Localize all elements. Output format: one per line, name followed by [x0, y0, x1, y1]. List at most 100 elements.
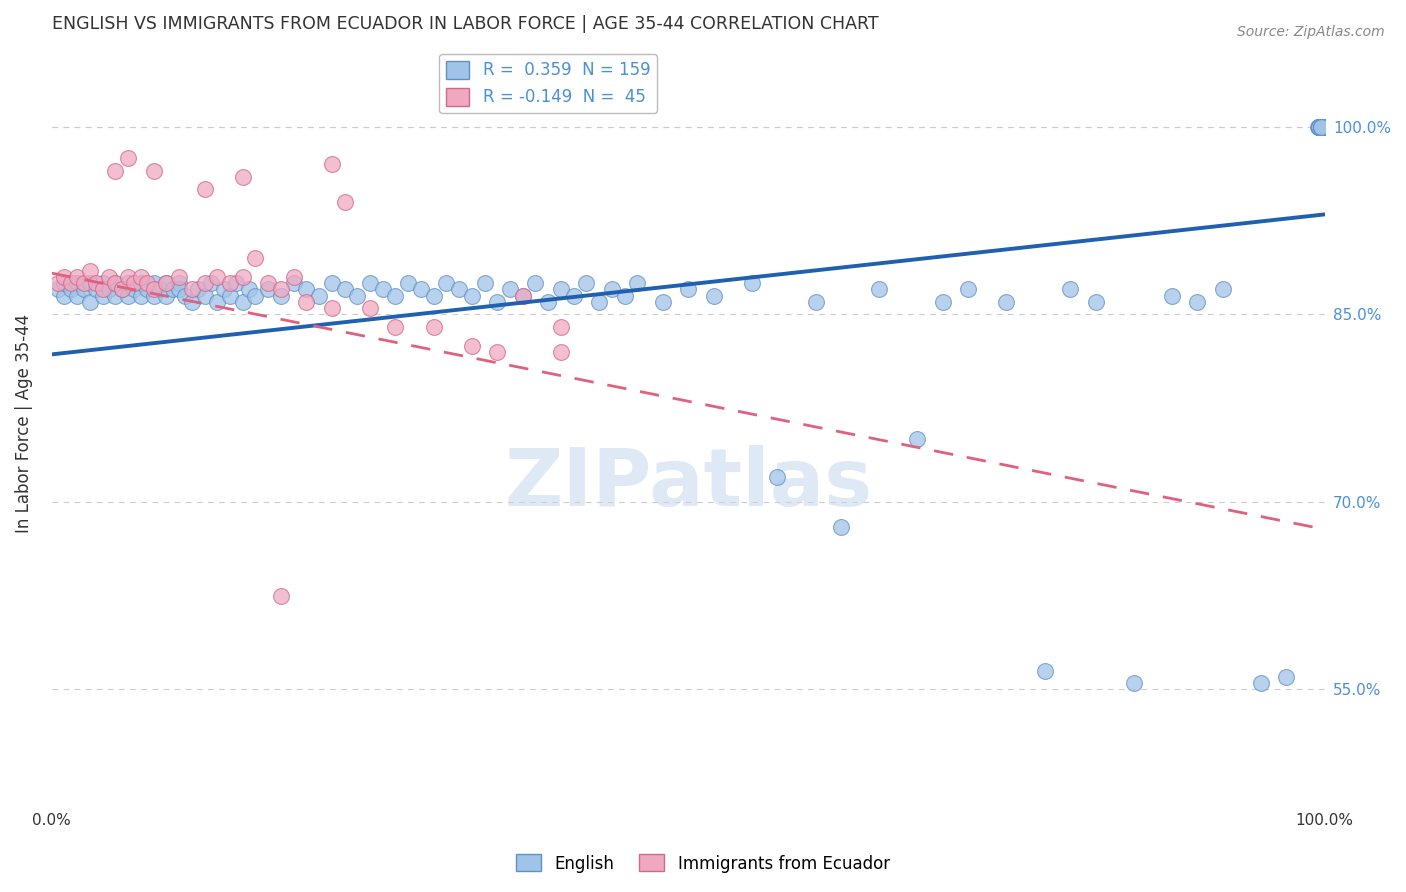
- Point: [84, 282, 107, 296]
- Point: [1308, 120, 1330, 134]
- Point: [1312, 120, 1334, 134]
- Point: [91, 276, 114, 290]
- Point: [409, 282, 432, 296]
- Point: [1313, 120, 1336, 134]
- Point: [53, 276, 76, 290]
- Point: [396, 276, 419, 290]
- Point: [1310, 120, 1333, 134]
- Point: [225, 276, 247, 290]
- Point: [1309, 120, 1331, 134]
- Point: [1033, 664, 1056, 678]
- Point: [1212, 282, 1234, 296]
- Point: [1312, 120, 1334, 134]
- Point: [72, 282, 94, 296]
- Point: [550, 344, 572, 359]
- Point: [104, 163, 127, 178]
- Point: [626, 276, 648, 290]
- Point: [486, 344, 509, 359]
- Point: [111, 282, 134, 296]
- Point: [187, 282, 209, 296]
- Point: [142, 163, 165, 178]
- Point: [245, 288, 267, 302]
- Point: [149, 282, 172, 296]
- Point: [1309, 120, 1331, 134]
- Point: [676, 282, 699, 296]
- Point: [219, 276, 242, 290]
- Point: [1313, 120, 1336, 134]
- Point: [155, 276, 177, 290]
- Point: [53, 288, 76, 302]
- Point: [129, 276, 152, 290]
- Point: [295, 294, 318, 309]
- Point: [1309, 120, 1331, 134]
- Point: [1313, 120, 1336, 134]
- Point: [957, 282, 980, 296]
- Point: [1308, 120, 1330, 134]
- Point: [1309, 120, 1331, 134]
- Y-axis label: In Labor Force | Age 35-44: In Labor Force | Age 35-44: [15, 314, 32, 533]
- Point: [1313, 120, 1336, 134]
- Point: [1310, 120, 1333, 134]
- Point: [136, 276, 159, 290]
- Point: [84, 276, 107, 290]
- Point: [1122, 676, 1144, 690]
- Point: [1275, 670, 1298, 684]
- Point: [1308, 120, 1330, 134]
- Point: [91, 288, 114, 302]
- Point: [1313, 120, 1336, 134]
- Point: [1313, 120, 1336, 134]
- Point: [537, 294, 560, 309]
- Legend: R =  0.359  N = 159, R = -0.149  N =  45: R = 0.359 N = 159, R = -0.149 N = 45: [439, 54, 657, 113]
- Point: [804, 294, 827, 309]
- Point: [384, 319, 406, 334]
- Point: [155, 276, 177, 290]
- Point: [1309, 120, 1331, 134]
- Point: [1308, 120, 1330, 134]
- Point: [207, 269, 229, 284]
- Point: [1313, 120, 1336, 134]
- Point: [167, 276, 190, 290]
- Point: [550, 282, 572, 296]
- Point: [1312, 120, 1334, 134]
- Point: [422, 288, 444, 302]
- Point: [575, 276, 598, 290]
- Point: [59, 282, 82, 296]
- Point: [1310, 120, 1333, 134]
- Point: [155, 288, 177, 302]
- Point: [257, 276, 280, 290]
- Point: [1313, 120, 1336, 134]
- Point: [600, 282, 623, 296]
- Point: [1309, 120, 1331, 134]
- Point: [449, 282, 471, 296]
- Point: [180, 294, 202, 309]
- Point: [59, 276, 82, 290]
- Point: [46, 276, 69, 290]
- Point: [232, 169, 254, 184]
- Point: [1308, 120, 1330, 134]
- Point: [1313, 120, 1336, 134]
- Point: [104, 276, 127, 290]
- Point: [1308, 120, 1330, 134]
- Point: [79, 276, 101, 290]
- Point: [207, 294, 229, 309]
- Point: [1310, 120, 1333, 134]
- Point: [474, 276, 496, 290]
- Point: [91, 282, 114, 296]
- Point: [766, 470, 789, 484]
- Point: [46, 282, 69, 296]
- Point: [1313, 120, 1336, 134]
- Point: [66, 288, 89, 302]
- Point: [1310, 120, 1333, 134]
- Point: [162, 282, 184, 296]
- Point: [1312, 120, 1334, 134]
- Point: [193, 288, 215, 302]
- Point: [117, 151, 139, 165]
- Point: [321, 301, 343, 315]
- Point: [995, 294, 1018, 309]
- Point: [98, 282, 121, 296]
- Point: [1312, 120, 1334, 134]
- Point: [1313, 120, 1336, 134]
- Point: [359, 301, 381, 315]
- Point: [1308, 120, 1330, 134]
- Point: [486, 294, 509, 309]
